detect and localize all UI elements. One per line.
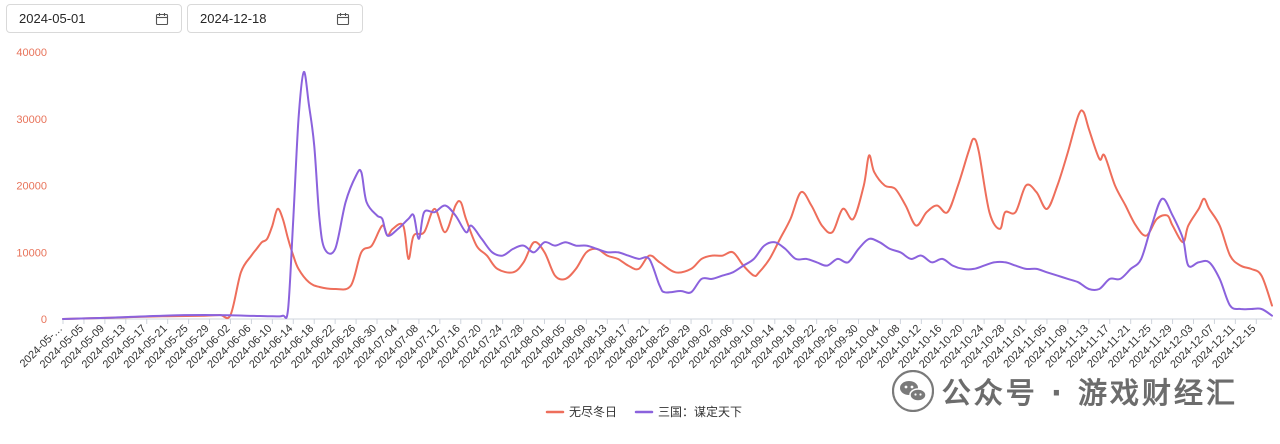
y-tick-label: 20000 [16, 181, 47, 193]
legend-label: 无尽冬日 [569, 404, 617, 419]
series-line-1 [62, 109, 1273, 320]
end-date-picker[interactable]: 2024-12-18 [187, 4, 363, 33]
calendar-icon[interactable] [336, 12, 350, 26]
calendar-icon[interactable] [155, 12, 169, 26]
line-chart: 0100002000030000400002024-05-…2024-05-05… [16, 47, 1273, 419]
y-tick-label: 10000 [16, 247, 47, 259]
watermark-text: 公众号 · 游戏财经汇 [941, 376, 1238, 410]
legend-label: 三国：谋定天下 [658, 404, 742, 419]
start-date-value[interactable]: 2024-05-01 [19, 11, 86, 26]
watermark: 公众号 · 游戏财经汇 [891, 370, 1238, 412]
series-line-2 [62, 70, 1273, 320]
y-tick-label: 0 [41, 314, 47, 326]
y-tick-label: 40000 [16, 47, 47, 59]
wechat-logo-icon [891, 370, 934, 412]
y-tick-label: 30000 [16, 114, 47, 126]
start-date-picker[interactable]: 2024-05-01 [6, 4, 182, 33]
end-date-value[interactable]: 2024-12-18 [200, 11, 267, 26]
